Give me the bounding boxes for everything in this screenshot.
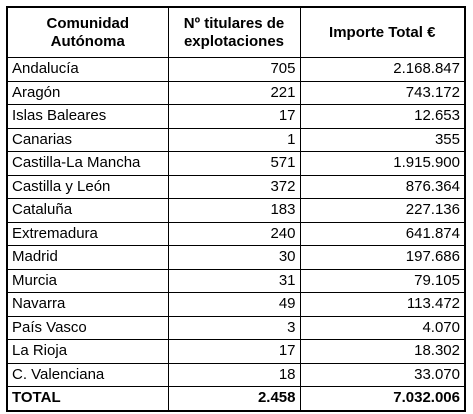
region-cell: Castilla y León: [6, 174, 169, 199]
region-cell: Navarra: [6, 292, 169, 317]
table-header: Comunidad Autónoma Nº titulares de explotac…: [6, 6, 466, 58]
number-cell: 113.472: [299, 292, 466, 317]
number-cell: 30: [167, 245, 301, 270]
number-cell: 79.105: [299, 268, 466, 293]
region-cell: Canarias: [6, 127, 169, 152]
number-cell: 1: [167, 127, 301, 152]
number-cell: 3: [167, 315, 301, 340]
number-cell: 183: [167, 198, 301, 223]
number-cell: 221: [167, 80, 301, 105]
number-cell: 227.136: [299, 198, 466, 223]
table-row: C. Valenciana 18 33.070: [6, 362, 466, 387]
total-cell: 2.458: [167, 386, 301, 411]
region-cell: C. Valenciana: [6, 362, 169, 387]
number-cell: 641.874: [299, 221, 466, 246]
total-label: TOTAL: [6, 386, 169, 411]
table-row: Cataluña 183 227.136: [6, 198, 466, 223]
header-text: Importe Total €: [329, 23, 436, 41]
table-row: La Rioja 17 18.302: [6, 339, 466, 364]
header-cell: Importe Total €: [299, 6, 466, 58]
number-cell: 12.653: [299, 104, 466, 129]
region-cell: Madrid: [6, 245, 169, 270]
table-row: Aragón 221 743.172: [6, 80, 466, 105]
table-row: Andalucía 705 2.168.847: [6, 57, 466, 82]
number-cell: 571: [167, 151, 301, 176]
header-cell: Comunidad Autónoma: [6, 6, 169, 58]
region-cell: Aragón: [6, 80, 169, 105]
number-cell: 240: [167, 221, 301, 246]
number-cell: 17: [167, 104, 301, 129]
number-cell: 2.168.847: [299, 57, 466, 82]
number-cell: 4.070: [299, 315, 466, 340]
number-cell: 31: [167, 268, 301, 293]
region-cell: Castilla-La Mancha: [6, 151, 169, 176]
region-cell: Islas Baleares: [6, 104, 169, 129]
header-text: explotaciones: [183, 32, 285, 50]
table: Comunidad Autónoma Nº titulares de explotac…: [6, 6, 466, 412]
number-cell: 372: [167, 174, 301, 199]
total-cell: 7.032.006: [299, 386, 466, 411]
header-cell: Nº titulares de explotaciones: [167, 6, 301, 58]
table-row: País Vasco 3 4.070: [6, 315, 466, 340]
table-body: Andalucía 705 2.168.847 Aragón 221 743.172 Isl…: [6, 57, 466, 411]
table-row: Extremadura 240 641.874: [6, 221, 466, 246]
region-cell: Andalucía: [6, 57, 169, 82]
region-cell: País Vasco: [6, 315, 169, 340]
table-container: Comunidad Autónoma Nº titulares de explotac…: [6, 6, 466, 412]
number-cell: 17: [167, 339, 301, 364]
region-cell: Murcia: [6, 268, 169, 293]
number-cell: 18.302: [299, 339, 466, 364]
header-text: Autónoma: [50, 32, 125, 50]
number-cell: 18: [167, 362, 301, 387]
header-text: Nº titulares de: [183, 14, 285, 32]
region-cell: Extremadura: [6, 221, 169, 246]
table-row: Canarias 1 355: [6, 127, 466, 152]
header-text: Comunidad: [46, 14, 130, 32]
table-row: Navarra 49 113.472: [6, 292, 466, 317]
number-cell: 49: [167, 292, 301, 317]
header-row: Comunidad Autónoma Nº titulares de explotac…: [6, 6, 466, 58]
table-row: Castilla y León 372 876.364: [6, 174, 466, 199]
table-row: Murcia 31 79.105: [6, 268, 466, 293]
region-cell: Cataluña: [6, 198, 169, 223]
number-cell: 876.364: [299, 174, 466, 199]
number-cell: 743.172: [299, 80, 466, 105]
number-cell: 705: [167, 57, 301, 82]
table-row: Madrid 30 197.686: [6, 245, 466, 270]
number-cell: 355: [299, 127, 466, 152]
number-cell: 197.686: [299, 245, 466, 270]
table-row: Islas Baleares 17 12.653: [6, 104, 466, 129]
number-cell: 33.070: [299, 362, 466, 387]
total-row: TOTAL 2.458 7.032.006: [6, 386, 466, 411]
number-cell: 1.915.900: [299, 151, 466, 176]
region-cell: La Rioja: [6, 339, 169, 364]
table-row: Castilla-La Mancha 571 1.915.900: [6, 151, 466, 176]
